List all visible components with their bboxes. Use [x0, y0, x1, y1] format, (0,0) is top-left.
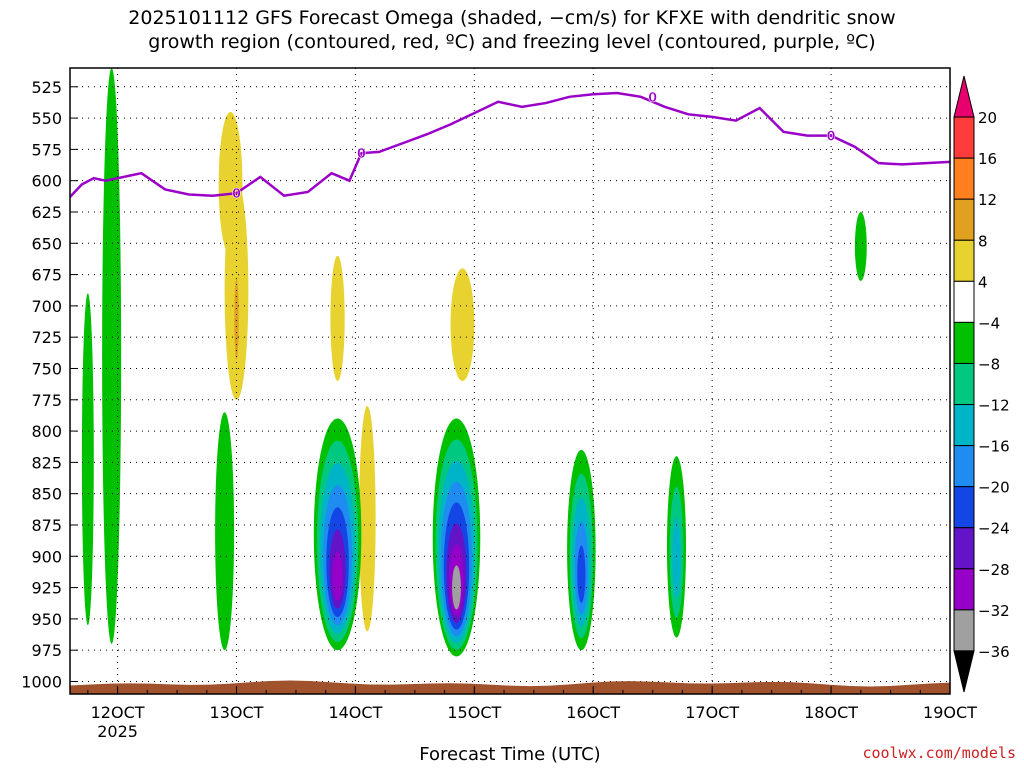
terrain-layer	[70, 680, 950, 694]
yellow-15-shade	[450, 268, 475, 381]
chart-title-line2: growth region (contoured, red, ºC) and f…	[148, 31, 876, 53]
y-tick-label: 850	[31, 485, 62, 504]
y-tick-label: 600	[31, 172, 62, 191]
omega-layer	[81, 68, 867, 657]
y-tick-label: 775	[31, 391, 62, 410]
green-band-b-shade	[81, 293, 94, 626]
colorbar-label: −16	[978, 438, 1010, 456]
y-tick-label: 525	[31, 78, 62, 97]
freezing-level-label: 0	[357, 147, 366, 162]
x-tick-label: 18OCT	[804, 703, 858, 722]
colorbar-box	[953, 445, 975, 488]
x-tick-label: 17OCT	[685, 703, 739, 722]
plot-background	[70, 68, 950, 694]
colorbar-box	[953, 116, 975, 159]
freezing-level-label: 0	[648, 91, 657, 106]
omega-max-15-shade	[452, 565, 461, 610]
colorbar-label: −24	[978, 520, 1010, 538]
colorbar-box	[953, 486, 975, 529]
x-tick-label: 12OCT	[91, 703, 145, 722]
colorbar: 20 16 12 8 4 −4 −8 −12 −16 −20 −24 −28 −32 −36	[953, 75, 1010, 693]
freezing-level-layer: 0 0 0 0	[70, 91, 950, 202]
colorbar-box	[953, 609, 975, 652]
colorbar-box	[953, 198, 975, 241]
colorbar-label: −4	[978, 314, 1000, 332]
colorbar-label: 20	[978, 109, 997, 127]
y-tick-label: 950	[31, 610, 62, 629]
y-tick-label: 975	[31, 641, 62, 660]
colorbar-label: −20	[978, 479, 1010, 497]
omega-max-14-shade	[332, 551, 343, 601]
y-tick-label: 675	[31, 266, 62, 285]
chart-title: 2025101112 GFS Forecast Omega (shaded, −…	[0, 6, 1024, 54]
yellow-14-low-shade	[358, 406, 376, 632]
y-tick-label: 625	[31, 203, 62, 222]
freezing-level-label: 0	[827, 130, 836, 145]
orange-core-13-shade	[234, 278, 239, 360]
colorbar-box	[953, 157, 975, 200]
y-tick-label: 900	[31, 547, 62, 566]
colorbar-label: 12	[978, 191, 997, 209]
x-year-label: 2025	[97, 722, 138, 741]
colorbar-box	[953, 362, 975, 406]
colorbar-label: 4	[978, 273, 988, 291]
colorbar-box	[953, 404, 975, 447]
omega-17-shade	[672, 517, 681, 599]
green-13-shade	[215, 412, 235, 651]
colorbar-label: 8	[978, 232, 988, 250]
x-tick-label: 19OCT	[923, 703, 977, 722]
colorbar-box	[953, 321, 975, 364]
colorbar-bottom-arrow	[953, 650, 975, 693]
x-tick-label: 13OCT	[210, 703, 264, 722]
green-18-shade	[854, 211, 867, 281]
plot-frame	[69, 67, 951, 695]
green-band-a-shade	[102, 68, 122, 644]
y-tick-label: 725	[31, 328, 62, 347]
x-tick-label: 16OCT	[566, 703, 620, 722]
colorbar-box	[953, 568, 975, 611]
colorbar-box	[953, 239, 975, 282]
y-tick-label: 1000	[21, 672, 62, 691]
y-axis: 525 550 575 600 625 650 675 700 725 750 775 800 825 8…	[21, 78, 78, 691]
omega-16-shade	[577, 545, 586, 603]
y-tick-label: 875	[31, 516, 62, 535]
y-tick-label: 650	[31, 234, 62, 253]
freezing-level-label: 0	[232, 187, 241, 202]
colorbar-label: −32	[978, 602, 1010, 620]
y-tick-label: 550	[31, 109, 62, 128]
colorbar-label: −8	[978, 355, 1000, 373]
colorbar-label: 16	[978, 150, 997, 168]
colorbar-label: −36	[978, 643, 1010, 661]
x-axis-title: Forecast Time (UTC)	[419, 744, 601, 765]
y-tick-label: 750	[31, 359, 62, 378]
colorbar-label: −12	[978, 397, 1010, 415]
colorbar-label: −28	[978, 561, 1010, 579]
y-tick-label: 700	[31, 297, 62, 316]
y-tick-label: 575	[31, 140, 62, 159]
y-tick-label: 825	[31, 453, 62, 472]
y-tick-label: 800	[31, 422, 62, 441]
terrain	[70, 680, 950, 694]
x-tick-label: 15OCT	[447, 703, 501, 722]
yellow-14-shade	[330, 255, 345, 381]
colorbar-top-arrow	[953, 75, 975, 118]
colorbar-box	[953, 280, 975, 323]
y-tick-label: 925	[31, 579, 62, 598]
colorbar-box	[953, 527, 975, 570]
freezing-level-line	[70, 91, 950, 198]
x-tick-label: 14OCT	[328, 703, 382, 722]
site-credit: coolwx.com/models	[862, 744, 1016, 762]
x-axis: 12OCT 13OCT 14OCT 15OCT 16OCT 17OCT 18OCT 19OCT…	[87, 686, 977, 741]
chart-title-line1: 2025101112 GFS Forecast Omega (shaded, −…	[128, 7, 896, 29]
